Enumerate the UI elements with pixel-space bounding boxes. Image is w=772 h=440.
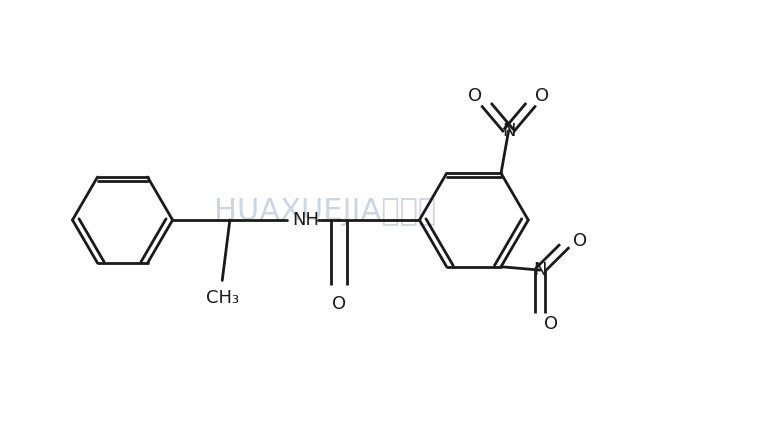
Text: HUAXUEJIA化学加: HUAXUEJIA化学加 [214, 197, 436, 226]
Text: N: N [533, 261, 547, 279]
Text: O: O [332, 295, 346, 313]
Text: O: O [468, 87, 482, 105]
Text: CH₃: CH₃ [205, 289, 239, 307]
Text: N: N [502, 122, 516, 140]
Text: O: O [573, 232, 587, 250]
Text: O: O [535, 87, 550, 105]
Text: NH: NH [293, 211, 320, 229]
Text: O: O [544, 315, 559, 333]
